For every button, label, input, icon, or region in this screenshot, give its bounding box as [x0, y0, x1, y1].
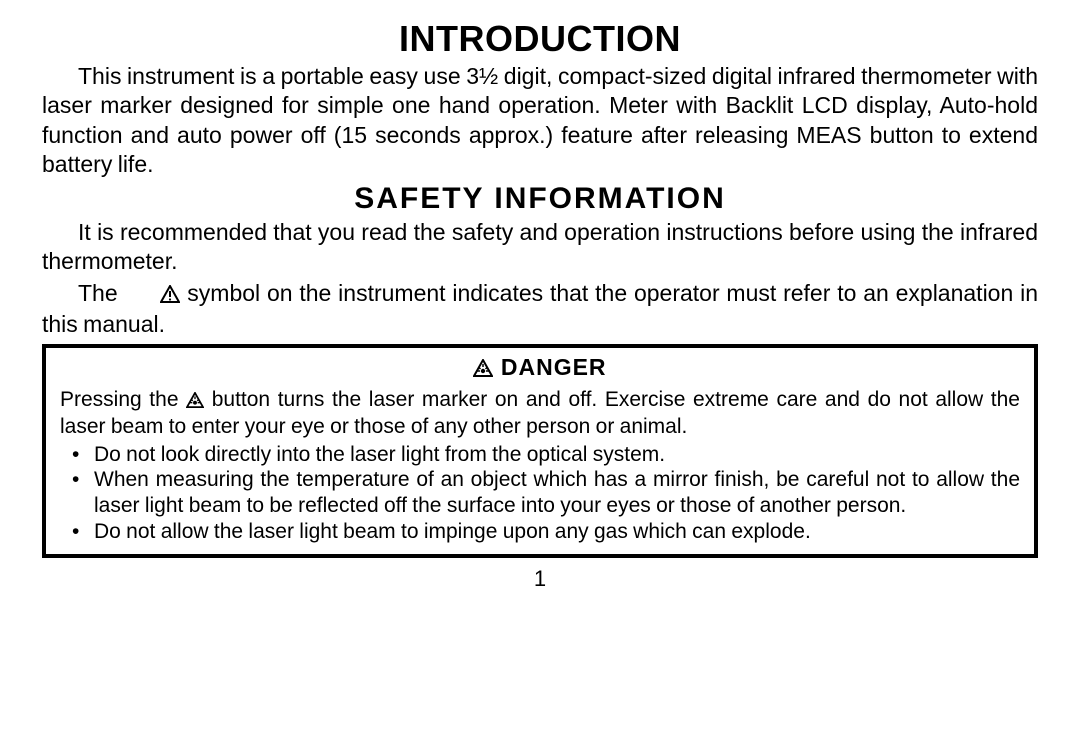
list-item: Do not allow the laser light beam to imp…	[86, 519, 1020, 545]
danger-bullets: Do not look directly into the laser ligh…	[60, 442, 1020, 544]
safety-heading: SAFETY INFORMATION	[42, 182, 1038, 216]
danger-title: DANGER	[60, 354, 1020, 383]
warning-triangle-icon	[124, 281, 180, 310]
list-item: When measuring the temperature of an obj…	[86, 467, 1020, 518]
laser-triangle-icon	[186, 389, 204, 415]
intro-heading: INTRODUCTION	[42, 18, 1038, 60]
safety-p1: It is recommended that you read the safe…	[42, 218, 1038, 277]
danger-lead-a: Pressing the	[60, 388, 186, 411]
safety-p2b: symbol on the instrument indicates that …	[42, 280, 1038, 337]
safety-p2: The symbol on the instrument indicates t…	[42, 279, 1038, 340]
danger-lead: Pressing the button turns the laser mark…	[60, 387, 1020, 440]
laser-triangle-icon	[473, 356, 493, 383]
danger-box: DANGER Pressing the button turns the las…	[42, 344, 1038, 559]
list-item: Do not look directly into the laser ligh…	[86, 442, 1020, 468]
intro-body: This instrument is a portable easy use 3…	[42, 62, 1038, 180]
manual-page: INTRODUCTION This instrument is a portab…	[0, 0, 1080, 737]
safety-p2a: The	[78, 280, 124, 306]
page-number: 1	[42, 566, 1038, 592]
danger-title-text: DANGER	[501, 354, 607, 380]
